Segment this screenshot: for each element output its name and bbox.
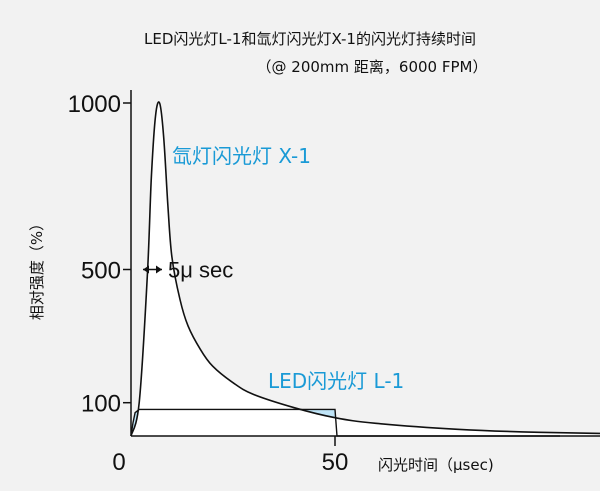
- x-tick-label: 0: [112, 449, 125, 476]
- y-tick-label: 100: [81, 391, 121, 418]
- series-area-xenon: [131, 101, 600, 436]
- x-tick-label: 50: [322, 449, 349, 476]
- pulse-width-label: 5μ sec: [168, 258, 233, 283]
- y-tick-label: 500: [81, 258, 121, 285]
- arrow-head-right: [156, 265, 162, 274]
- chart-subtitle: （@ 200mm 距离，6000 FPM）: [257, 58, 488, 76]
- series-label-led: LED闪光灯 L-1: [268, 369, 404, 393]
- x-ticks: 0 50: [112, 436, 348, 476]
- y-axis-label: 相对强度（%）: [28, 216, 46, 320]
- y-tick-label: 1000: [68, 91, 121, 118]
- arrow-head-left: [143, 265, 149, 274]
- y-ticks: 100 500 1000: [68, 91, 131, 418]
- pulse-width-arrows: [143, 265, 162, 274]
- x-axis-label: 闪光时间（μsec): [378, 456, 494, 474]
- series-line-xenon: [130, 101, 600, 437]
- series-label-xenon: 氙灯闪光灯 X-1: [172, 144, 311, 168]
- chart-title: LED闪光灯L-1和氙灯闪光灯X-1的闪光灯持续时间: [144, 30, 476, 48]
